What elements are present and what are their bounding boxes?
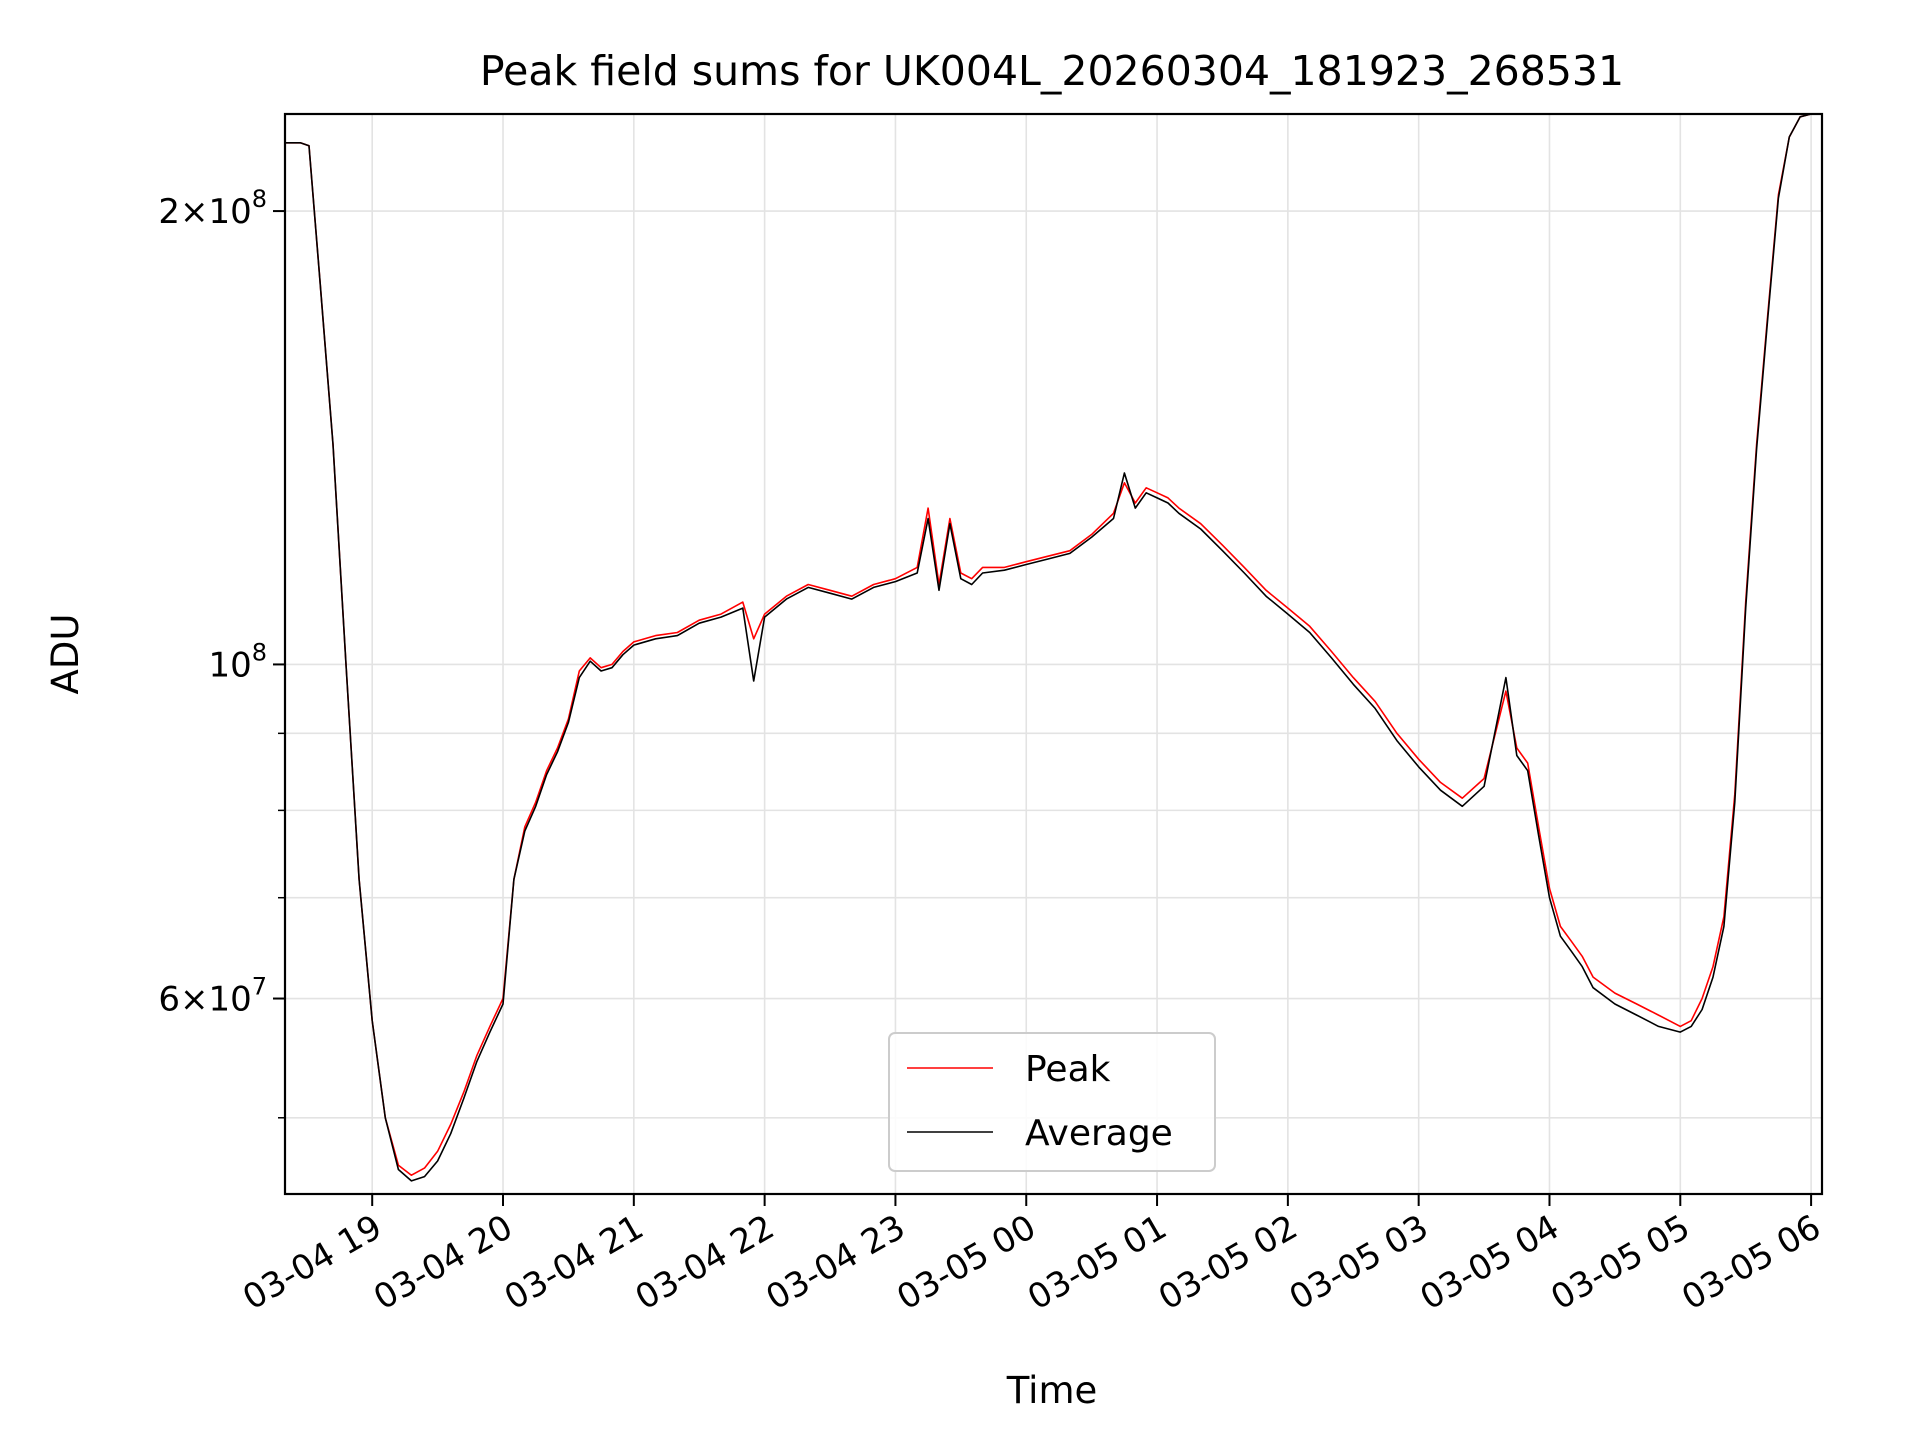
legend-peak-label: Peak	[1025, 1049, 1111, 1090]
y-tick-label: 2×108	[158, 185, 267, 232]
y-axis-label: ADU	[44, 614, 87, 695]
series-line-peak	[285, 113, 1822, 1176]
legend: Peak Average	[888, 1032, 1216, 1172]
y-tick-label: 6×107	[158, 973, 267, 1020]
series-layer	[285, 113, 1822, 1182]
grid-lines	[285, 114, 1822, 1194]
chart-title: Peak field sums for UK004L_20260304_1819…	[480, 47, 1624, 95]
plot-frame	[283, 112, 1824, 1196]
y-axis: 6×107 108 2×108	[158, 185, 285, 1119]
x-axis-label: Time	[1006, 1369, 1098, 1412]
legend-average-label: Average	[1025, 1113, 1173, 1154]
y-tick-label: 108	[208, 638, 267, 685]
series-line-average	[285, 113, 1822, 1182]
